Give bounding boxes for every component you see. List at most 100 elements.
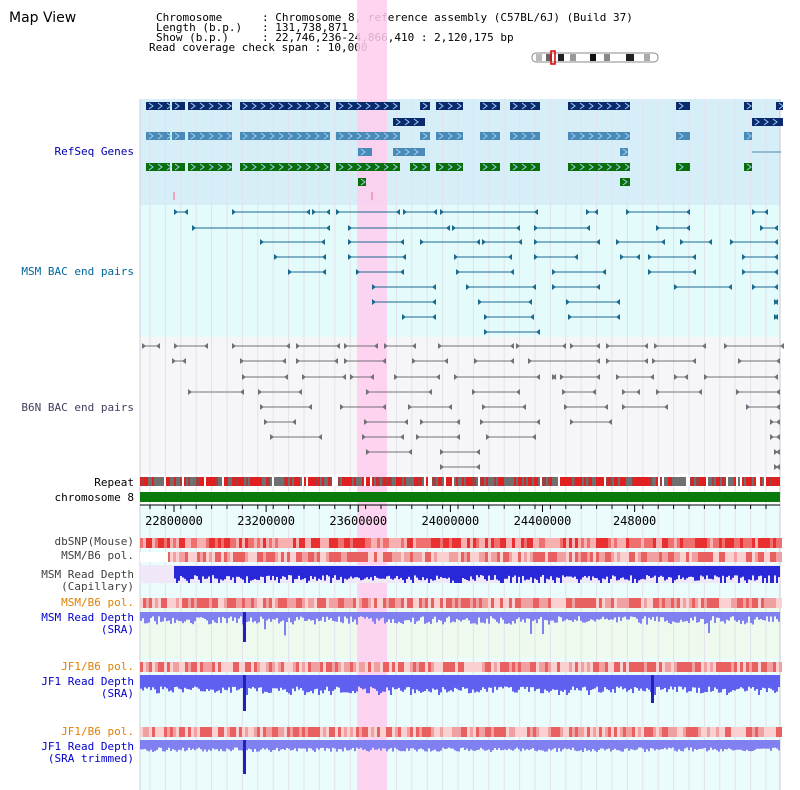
dbsnp-bin — [305, 538, 308, 548]
jf1-trim-depth-bar — [542, 740, 544, 751]
msm-sra-depth-bar — [732, 612, 734, 617]
msm-pol-bin — [227, 552, 230, 562]
repeat-segment — [218, 477, 220, 486]
jf1-trim-depth-bar — [144, 740, 146, 749]
msm-pol-bin — [584, 552, 587, 562]
jf1-trim-depth-bar — [558, 740, 560, 749]
msm-pol-bin — [371, 552, 374, 562]
jf1-pol-bin — [689, 662, 692, 672]
msm-cap-depth-bar — [520, 566, 522, 583]
jf1-pol-bin — [719, 662, 722, 672]
msm-bac-pair-end — [322, 269, 326, 275]
jf1-trim-depth-bar — [492, 740, 494, 751]
msm-sra-depth-bar — [714, 612, 716, 623]
msm-cap-depth-bar — [290, 566, 292, 576]
repeat-segment — [228, 477, 230, 486]
jf1-trim-depth-bar — [566, 740, 568, 750]
jf1-pol2-bin — [653, 727, 656, 737]
jf1-trim-depth-bar — [658, 740, 660, 750]
msm-sra-depth-bar — [416, 612, 418, 622]
repeat-segment — [490, 477, 492, 486]
jf1-pol-bin — [542, 662, 545, 672]
jf1-trim-depth-bar — [310, 740, 312, 749]
msm-cap-depth-bar — [604, 566, 606, 580]
repeat-segment — [762, 477, 764, 486]
msm-pol-bin — [458, 552, 461, 562]
repeat-segment — [276, 477, 278, 486]
jf1-pol-bin — [464, 662, 467, 672]
repeat-segment — [380, 477, 382, 486]
jf1-pol2-bin — [284, 727, 287, 737]
jf1-pol2-bin — [707, 727, 710, 737]
msm-pol2-bin — [347, 598, 350, 608]
jf1-pol2-bin — [281, 727, 284, 737]
msm-cap-depth-bar — [432, 566, 434, 581]
repeat-segment — [438, 477, 440, 486]
msm-pol2-bin — [584, 598, 587, 608]
jf1-trim-depth-bar — [676, 740, 678, 752]
jf1-pol-bin — [239, 662, 242, 672]
msm-pol2-bin — [647, 598, 650, 608]
jf1-pol-bin — [749, 662, 752, 672]
dbsnp-bin — [707, 538, 710, 548]
dbsnp-bin — [218, 538, 221, 548]
b6n-bac-pair-end — [400, 434, 404, 440]
strand-arrow — [148, 102, 154, 110]
msm-sra-depth-bar — [456, 612, 458, 619]
msm-bac-pair-end — [616, 239, 620, 245]
jf1-trim-depth-bar — [200, 740, 202, 750]
msm-pol2-bin — [665, 598, 668, 608]
repeat-segment — [570, 477, 572, 486]
strand-arrow — [392, 102, 398, 110]
msm-pol-bin — [308, 552, 311, 562]
jf1-sra-depth-bar — [280, 675, 282, 688]
dbsnp-bin — [620, 538, 623, 548]
msm-cap-depth-bar — [190, 566, 192, 580]
repeat-segment — [202, 477, 204, 486]
msm-cap-depth-bar — [212, 566, 214, 576]
jf1-pol-bin — [221, 662, 224, 672]
jf1-trim-depth-bar — [530, 740, 532, 750]
msm-sra-depth-bar — [222, 612, 224, 617]
repeat-segment — [146, 477, 148, 486]
jf1-pol-bin — [461, 662, 464, 672]
b6n-bac-pair-end — [510, 343, 514, 349]
msm-cap-depth-bar — [606, 566, 608, 577]
msm-cap-depth-bar — [516, 566, 518, 583]
jf1-sra-depth-bar — [564, 675, 566, 690]
jf1-pol2-bin — [365, 727, 368, 737]
jf1-trim-depth-bar — [204, 740, 206, 750]
msm-pol2-bin — [173, 598, 176, 608]
repeat-segment — [214, 477, 216, 486]
jf1-pol2-bin — [698, 727, 701, 737]
msm-bac-pair-end — [510, 269, 514, 275]
b6n-bac-pair-end — [736, 389, 740, 395]
jf1-pol-bin — [251, 662, 254, 672]
msm-sra-depth-bar — [504, 612, 506, 624]
jf1-sra-depth-bar — [456, 675, 458, 689]
dbsnp-bin — [416, 538, 419, 548]
msm-pol2-bin — [422, 598, 425, 608]
jf1-pol-bin — [299, 662, 302, 672]
jf1-pol-bin — [410, 662, 413, 672]
msm-pol2-bin — [557, 598, 560, 608]
b6n-bac-pair-end — [562, 343, 566, 349]
msm-sra-depth-bar — [576, 612, 578, 621]
strand-arrow — [360, 178, 366, 186]
b6n-bac-pair-end — [382, 404, 386, 410]
jf1-trim-depth-bar — [708, 740, 710, 751]
msm-cap-depth-bar — [484, 566, 486, 580]
jf1-trim-depth-bar — [362, 740, 364, 750]
msm-bac-pair-end — [260, 239, 264, 245]
jf1-sra-depth-bar — [260, 675, 262, 688]
repeat-segment — [176, 477, 178, 486]
jf1-trim-depth-bar — [174, 740, 176, 751]
jf1-sra-depth-bar — [542, 675, 544, 694]
msm-cap-depth-bar — [456, 566, 458, 583]
strand-arrow — [521, 163, 527, 171]
dbsnp-bin — [704, 538, 707, 548]
jf1-trim-depth-bar — [158, 740, 160, 748]
dbsnp-bin — [632, 538, 635, 548]
msm-pol2-bin — [194, 598, 197, 608]
